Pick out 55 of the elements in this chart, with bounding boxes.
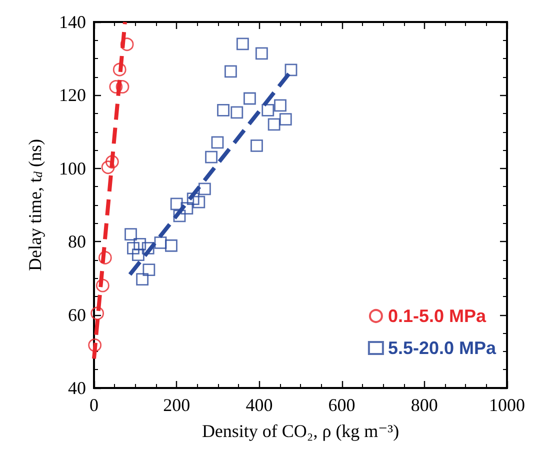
- x-tick-label: 600: [328, 395, 356, 415]
- point: [116, 80, 130, 94]
- y-tick-label: 80: [68, 232, 86, 252]
- point: [134, 238, 146, 250]
- y-tick-label: 140: [59, 12, 86, 32]
- point: [180, 202, 194, 214]
- point: [211, 136, 224, 149]
- point: [88, 338, 102, 352]
- point: [132, 248, 144, 261]
- point: [142, 264, 156, 276]
- point: [112, 62, 126, 76]
- point: [268, 118, 280, 131]
- point: [105, 155, 119, 169]
- point: [274, 99, 286, 112]
- point: [262, 104, 274, 116]
- x-tick-label: 1000: [489, 395, 525, 415]
- point: [98, 251, 112, 264]
- point: [250, 140, 263, 152]
- point: [173, 210, 186, 222]
- point: [192, 196, 206, 208]
- point: [236, 38, 249, 50]
- point: [279, 113, 292, 126]
- x-tick-label: 0: [90, 395, 98, 415]
- x-axis-title: Density of CO₂, ρ (kg m⁻³): [202, 421, 400, 441]
- x-tick-label: 800: [410, 395, 438, 415]
- point: [120, 38, 134, 52]
- point: [109, 80, 123, 94]
- point: [170, 198, 183, 210]
- point: [255, 47, 268, 60]
- point: [101, 160, 115, 174]
- point: [198, 182, 211, 196]
- y-tick-label: 100: [59, 158, 86, 178]
- x-tick-label: 200: [163, 395, 190, 415]
- point: [224, 65, 237, 78]
- point: [142, 242, 154, 254]
- point: [205, 150, 218, 164]
- y-tick-label: 40: [68, 378, 86, 398]
- point: [284, 64, 298, 76]
- point: [154, 236, 167, 249]
- point: [90, 306, 104, 320]
- point: [165, 239, 178, 252]
- point: [127, 242, 140, 254]
- point: [217, 104, 230, 116]
- legend-label: 0.1-5.0 MPa: [388, 306, 487, 326]
- point: [244, 92, 256, 105]
- point: [186, 192, 200, 205]
- x-tick-label: 400: [246, 395, 273, 415]
- y-tick-label: 60: [68, 304, 86, 325]
- y-tick-label: 120: [59, 85, 86, 106]
- y-axis-title: Delay time, td (ns): [25, 139, 45, 271]
- point: [124, 228, 137, 240]
- point: [136, 273, 149, 286]
- point: [96, 278, 110, 292]
- legend-label: 5.5-20.0 MPa: [388, 338, 497, 358]
- point: [230, 106, 244, 119]
